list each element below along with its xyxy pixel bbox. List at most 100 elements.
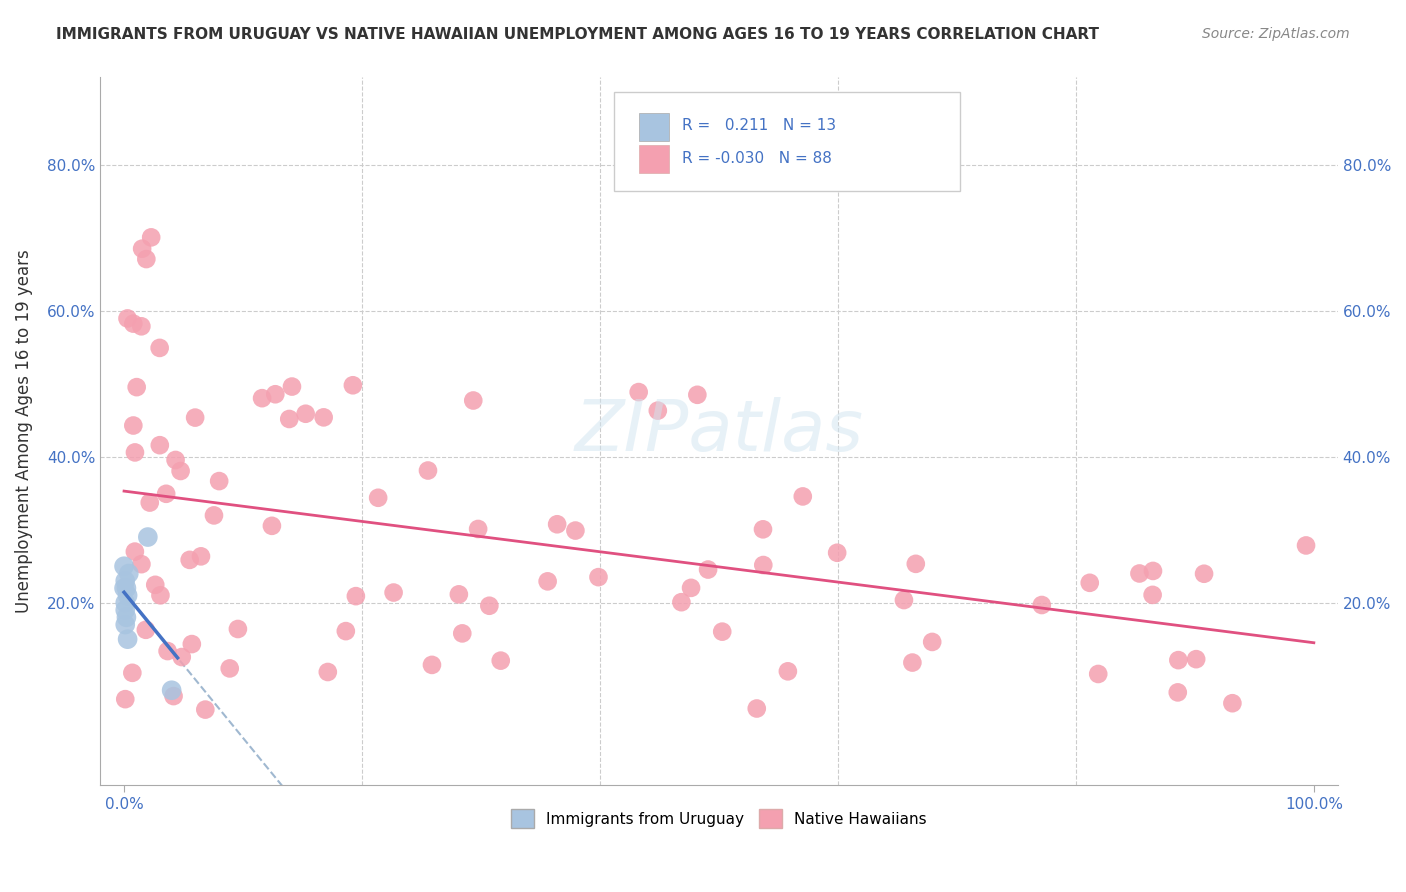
Native Hawaiians xyxy=(149,341,172,355)
Native Hawaiians xyxy=(588,570,610,584)
Native Hawaiians xyxy=(537,574,560,589)
Immigrants from Uruguay xyxy=(117,589,139,603)
Native Hawaiians xyxy=(367,491,389,505)
Native Hawaiians xyxy=(1167,653,1189,667)
Text: IMMIGRANTS FROM URUGUAY VS NATIVE HAWAIIAN UNEMPLOYMENT AMONG AGES 16 TO 19 YEAR: IMMIGRANTS FROM URUGUAY VS NATIVE HAWAII… xyxy=(56,27,1099,42)
Text: R =   0.211   N = 13: R = 0.211 N = 13 xyxy=(682,118,837,133)
Native Hawaiians xyxy=(1031,598,1053,612)
Native Hawaiians xyxy=(697,563,720,577)
Native Hawaiians xyxy=(278,412,301,426)
Immigrants from Uruguay xyxy=(115,581,138,595)
Immigrants from Uruguay xyxy=(114,596,136,610)
Native Hawaiians xyxy=(202,508,225,523)
Native Hawaiians xyxy=(921,635,943,649)
Native Hawaiians xyxy=(1078,575,1101,590)
Native Hawaiians xyxy=(131,242,153,256)
Text: Source: ZipAtlas.com: Source: ZipAtlas.com xyxy=(1202,27,1350,41)
Native Hawaiians xyxy=(124,445,146,459)
Native Hawaiians xyxy=(281,379,304,393)
Native Hawaiians xyxy=(546,517,568,532)
Native Hawaiians xyxy=(627,385,650,400)
Native Hawaiians xyxy=(686,388,709,402)
Native Hawaiians xyxy=(901,656,924,670)
Native Hawaiians xyxy=(478,599,501,613)
Native Hawaiians xyxy=(125,380,148,394)
Native Hawaiians xyxy=(184,410,207,425)
Native Hawaiians xyxy=(647,403,669,417)
Native Hawaiians xyxy=(752,522,775,536)
Immigrants from Uruguay xyxy=(114,574,136,588)
Native Hawaiians xyxy=(792,490,814,504)
Native Hawaiians xyxy=(179,553,201,567)
Native Hawaiians xyxy=(382,585,405,599)
Native Hawaiians xyxy=(117,311,139,326)
Native Hawaiians xyxy=(1167,685,1189,699)
FancyBboxPatch shape xyxy=(638,145,669,173)
Native Hawaiians xyxy=(218,661,240,675)
Native Hawaiians xyxy=(135,623,157,637)
FancyBboxPatch shape xyxy=(614,92,960,191)
Native Hawaiians xyxy=(155,487,177,501)
Native Hawaiians xyxy=(1087,667,1109,681)
Native Hawaiians xyxy=(893,593,915,607)
Native Hawaiians xyxy=(149,588,172,602)
Immigrants from Uruguay xyxy=(114,603,136,617)
Native Hawaiians xyxy=(190,549,212,564)
Native Hawaiians xyxy=(342,378,364,392)
Native Hawaiians xyxy=(463,393,485,408)
Immigrants from Uruguay xyxy=(136,530,159,544)
Native Hawaiians xyxy=(131,319,153,334)
Native Hawaiians xyxy=(316,665,339,679)
Immigrants from Uruguay xyxy=(115,610,138,624)
Native Hawaiians xyxy=(489,654,512,668)
Native Hawaiians xyxy=(447,587,470,601)
Native Hawaiians xyxy=(135,252,157,266)
Legend: Immigrants from Uruguay, Native Hawaiians: Immigrants from Uruguay, Native Hawaiian… xyxy=(505,803,934,834)
Native Hawaiians xyxy=(294,407,316,421)
Native Hawaiians xyxy=(335,624,357,639)
Native Hawaiians xyxy=(312,410,335,425)
Native Hawaiians xyxy=(165,453,187,467)
Native Hawaiians xyxy=(264,387,287,401)
Native Hawaiians xyxy=(170,650,193,665)
Native Hawaiians xyxy=(420,657,443,672)
Native Hawaiians xyxy=(122,418,145,433)
Native Hawaiians xyxy=(131,557,153,571)
Native Hawaiians xyxy=(416,463,439,477)
FancyBboxPatch shape xyxy=(638,112,669,141)
Native Hawaiians xyxy=(122,317,145,331)
Native Hawaiians xyxy=(141,230,163,244)
Native Hawaiians xyxy=(250,391,273,405)
Native Hawaiians xyxy=(1142,564,1164,578)
Native Hawaiians xyxy=(344,589,367,603)
Native Hawaiians xyxy=(467,522,489,536)
Native Hawaiians xyxy=(671,595,693,609)
Native Hawaiians xyxy=(162,689,184,703)
Immigrants from Uruguay xyxy=(114,617,136,632)
Y-axis label: Unemployment Among Ages 16 to 19 years: Unemployment Among Ages 16 to 19 years xyxy=(15,250,32,613)
Native Hawaiians xyxy=(121,665,143,680)
Native Hawaiians xyxy=(114,692,136,706)
Immigrants from Uruguay xyxy=(112,559,135,574)
Native Hawaiians xyxy=(745,701,768,715)
Text: R = -0.030   N = 88: R = -0.030 N = 88 xyxy=(682,152,832,166)
Native Hawaiians xyxy=(169,464,191,478)
Native Hawaiians xyxy=(149,438,172,452)
Native Hawaiians xyxy=(564,524,586,538)
Immigrants from Uruguay xyxy=(117,632,139,647)
Native Hawaiians xyxy=(1192,566,1215,581)
Native Hawaiians xyxy=(180,637,202,651)
Immigrants from Uruguay xyxy=(112,581,135,595)
Native Hawaiians xyxy=(825,546,848,560)
Native Hawaiians xyxy=(776,665,799,679)
Native Hawaiians xyxy=(1222,696,1244,710)
Native Hawaiians xyxy=(1185,652,1208,666)
Immigrants from Uruguay xyxy=(118,566,141,581)
Native Hawaiians xyxy=(194,703,217,717)
Native Hawaiians xyxy=(451,626,474,640)
Native Hawaiians xyxy=(752,558,775,572)
Native Hawaiians xyxy=(143,578,166,592)
Native Hawaiians xyxy=(226,622,249,636)
Native Hawaiians xyxy=(1295,538,1317,552)
Native Hawaiians xyxy=(260,518,283,533)
